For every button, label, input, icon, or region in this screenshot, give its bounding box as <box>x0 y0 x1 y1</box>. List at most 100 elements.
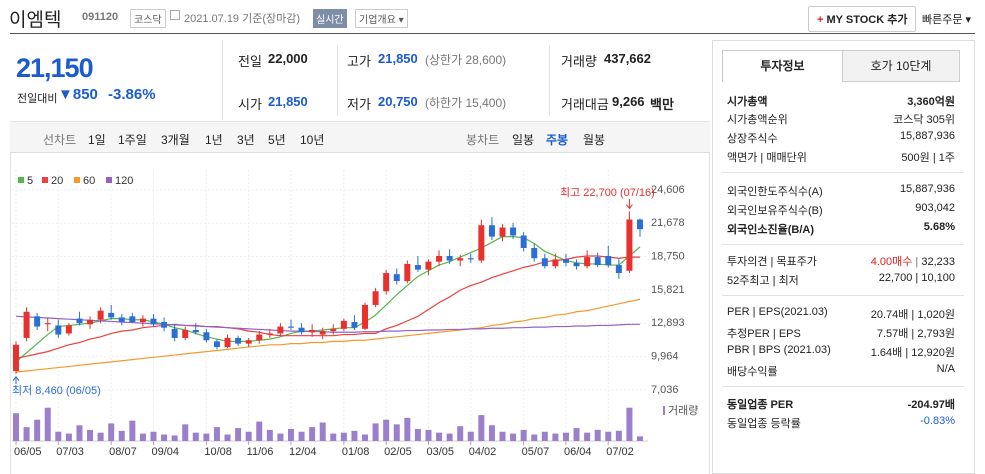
candle-body <box>605 255 612 266</box>
divider <box>10 121 710 122</box>
volume-bar <box>13 413 19 441</box>
divider <box>337 46 338 116</box>
info-label: 외국인보유주식수(B) <box>727 205 823 217</box>
x-tick-label: 09/04 <box>151 446 179 458</box>
candle-body <box>224 337 231 348</box>
chart-tab[interactable]: 1주일 <box>118 133 147 147</box>
candle-body <box>414 265 421 270</box>
candle-body <box>256 334 263 341</box>
quick-order-text: 빠른주문 <box>922 14 963 26</box>
legend-swatch <box>42 177 48 183</box>
candle-body <box>457 258 464 261</box>
stat-value: 9,266 <box>612 94 645 109</box>
candle-body <box>446 255 453 261</box>
volume-bar <box>129 420 136 441</box>
mystock-button[interactable]: + MY STOCK 추가 <box>808 6 917 32</box>
volume-bar <box>65 433 72 441</box>
info-label: 상장주식수 <box>727 133 778 145</box>
candle-body <box>44 323 51 325</box>
candle-body <box>87 319 94 325</box>
chart-tab[interactable]: 봉차트 <box>466 133 500 147</box>
overview-button[interactable]: 기업개요 ▾ <box>355 9 408 28</box>
chart-tab[interactable]: 3개월 <box>161 133 190 147</box>
candle-body <box>330 328 337 332</box>
volume-bar <box>436 432 443 441</box>
info-value: 코스닥 305위 <box>893 114 955 126</box>
change-value: 850 <box>72 86 98 103</box>
x-tick-label: 08/07 <box>109 446 137 458</box>
chart-tab[interactable]: 10년 <box>300 133 325 147</box>
info-value: 15,887,936 <box>899 130 955 142</box>
candle-body <box>319 331 326 335</box>
volume-bar <box>457 426 464 441</box>
candle-body <box>637 219 643 230</box>
volume-bar <box>213 427 220 441</box>
realtime-tag[interactable]: 실시간 <box>313 9 347 28</box>
volume-bar <box>319 422 326 441</box>
info-label: 시가총액순위 <box>727 114 788 126</box>
divider <box>722 295 964 296</box>
chart-frame <box>10 153 710 474</box>
candle-body <box>235 337 242 344</box>
y-tick-label: 18,750 <box>651 250 685 262</box>
stock-code: 091120 <box>82 11 119 23</box>
volume-bar <box>298 431 305 441</box>
quick-order[interactable]: 빠른주문 ▾ <box>922 14 972 26</box>
candle-body <box>404 263 411 282</box>
chart-tabs <box>10 122 710 153</box>
legend-label: 120 <box>115 175 133 187</box>
change: ▼850 <box>58 86 98 103</box>
stat-value: 21,850 <box>268 94 308 109</box>
candle-body <box>488 225 495 237</box>
chart-tab[interactable]: 3년 <box>237 133 255 147</box>
chart-tab[interactable]: 선차트 <box>43 133 77 147</box>
volume-bar <box>594 429 601 441</box>
volume-bar <box>192 432 199 441</box>
volume-bar <box>266 429 273 441</box>
info-value: 5.68% <box>923 221 955 233</box>
chart-tab[interactable]: 1일 <box>88 133 106 147</box>
volume-bar <box>478 415 485 441</box>
chart-tab[interactable]: 1년 <box>205 133 223 147</box>
stat-label: 전일 <box>238 54 262 69</box>
volume-bar <box>277 433 284 441</box>
y-tick-label: 12,893 <box>651 317 685 329</box>
date: 2021.07.19 기준(장마감) <box>184 13 301 25</box>
chart-tab[interactable]: 주봉 <box>546 133 569 147</box>
volume-bar <box>23 427 30 441</box>
info-value: 7.57배 | 2,793원 <box>876 328 955 340</box>
orderbook-tab[interactable]: 호가 10단계 <box>842 50 960 82</box>
stat-label: 고가 <box>347 54 371 69</box>
candle-body <box>615 265 622 274</box>
volume-bar <box>44 407 51 441</box>
candle-body <box>562 259 569 263</box>
info-value: -204.97배 <box>907 399 955 411</box>
candle-body <box>23 311 30 338</box>
high-annotation: 최고 22,700 (07/16) <box>560 186 655 199</box>
chart-tab[interactable]: 일봉 <box>512 133 535 147</box>
volume-bar <box>34 419 41 441</box>
candle-body <box>584 257 591 267</box>
volume-bar <box>87 429 94 441</box>
chart-tab[interactable]: 월봉 <box>583 133 606 147</box>
info-value: 22,700 | 10,100 <box>878 272 955 284</box>
candle-body <box>266 333 273 335</box>
volume-bar <box>235 428 242 441</box>
stock-name[interactable]: 이엠텍 <box>9 10 62 31</box>
info-label: PER | EPS(2021.03) <box>727 306 828 318</box>
candle-body <box>499 227 506 237</box>
candle-body <box>510 227 517 236</box>
info-value: 500원 | 1주 <box>901 152 955 164</box>
chart-tab[interactable]: 5년 <box>268 133 286 147</box>
candle-body <box>594 257 601 266</box>
candle-body <box>478 225 485 261</box>
x-tick-label: 03/05 <box>426 446 454 458</box>
info-tab[interactable]: 투자정보 <box>722 50 843 82</box>
candle-body <box>192 329 199 333</box>
candle-body <box>351 322 358 328</box>
volume-bar <box>383 419 390 441</box>
volume-bar <box>425 429 432 441</box>
info-label: 외국인소진율(B/A) <box>727 224 814 236</box>
candle-body <box>13 344 19 371</box>
legend-swatch <box>74 177 80 183</box>
